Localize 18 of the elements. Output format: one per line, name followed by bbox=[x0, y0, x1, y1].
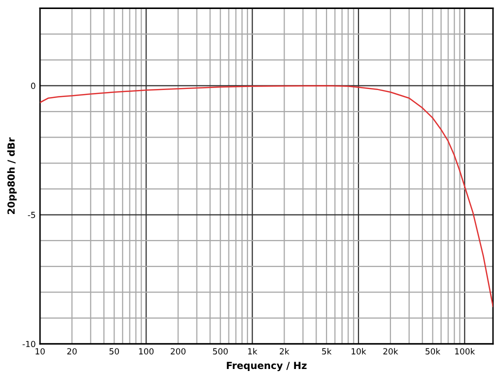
x-tick-label: 100 bbox=[139, 348, 154, 354]
x-axis-title: Frequency / Hz bbox=[226, 362, 307, 372]
x-tick-label: 2k bbox=[280, 348, 290, 354]
x-tick-label: 50k bbox=[426, 348, 440, 354]
x-tick-label: 20 bbox=[67, 348, 77, 354]
x-tick-label: 50 bbox=[110, 348, 119, 354]
x-tick-label: 20k bbox=[383, 348, 398, 354]
x-tick-label: 5k bbox=[322, 348, 332, 354]
y-tick-label: 0 bbox=[31, 82, 36, 89]
x-tick-label: 10 bbox=[36, 348, 45, 354]
x-tick-label: 10k bbox=[352, 348, 366, 354]
y-tick-label: -5 bbox=[28, 212, 36, 218]
x-tick-label: 200 bbox=[170, 348, 186, 354]
y-tick-label: -10 bbox=[22, 340, 36, 348]
x-tick-label: 500 bbox=[213, 348, 228, 354]
y-axis-title: 20pp80h / dBr bbox=[7, 137, 17, 214]
x-tick-label: 100k bbox=[455, 348, 475, 354]
x-tick-label: 1k bbox=[248, 348, 258, 354]
